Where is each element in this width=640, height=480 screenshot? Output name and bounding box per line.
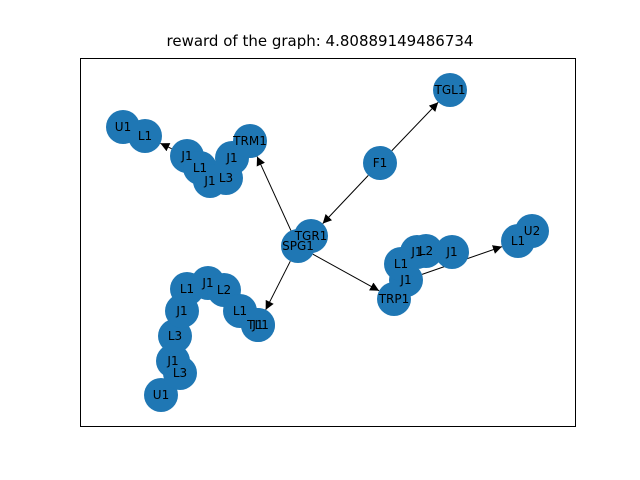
plot-frame: [80, 58, 576, 427]
node-f1: [363, 146, 397, 180]
node-l1a: [128, 119, 162, 153]
node-label-trp1: TRP1: [378, 292, 410, 306]
node-label-l2b: L2: [217, 283, 231, 297]
edge-spg1-to-trp1: [312, 253, 380, 292]
node-tgl1: [433, 73, 467, 107]
node-label-l3c: L3: [173, 366, 187, 380]
node-j1j: [156, 344, 190, 378]
node-label-tgl1: TGL1: [434, 83, 466, 97]
edge-j1a-to-l1a: [160, 142, 172, 152]
node-label-j1c: J1: [203, 174, 215, 188]
node-trm1: [233, 124, 267, 158]
node-tgr1: [294, 219, 328, 253]
node-label-j1b: J1: [225, 151, 237, 165]
node-label-j1j: J1: [166, 354, 178, 368]
node-label-l1f: L1: [233, 304, 247, 318]
node-label-l3b: L3: [168, 329, 182, 343]
node-label-j1g: J1: [201, 276, 213, 290]
node-label-j1f: J1: [399, 273, 411, 287]
edge-spg1-to-trm1: [256, 156, 292, 231]
node-u1b: [144, 378, 178, 412]
edge-spg1-to-tl1: [265, 260, 291, 311]
node-label-l1c: L1: [394, 257, 408, 271]
node-label-l1e: L1: [180, 282, 194, 296]
node-label-tl1: TL1: [246, 318, 269, 332]
node-label-l2a: L2: [419, 244, 433, 258]
node-l2a: [409, 234, 443, 268]
node-label-j1e: J1: [445, 245, 457, 259]
node-label-u2: U2: [524, 224, 540, 238]
graph-title: reward of the graph: 4.80889149486734: [166, 32, 474, 50]
node-label-tgr1: TGR1: [294, 229, 328, 243]
node-label-j1h: J1: [175, 304, 187, 318]
node-label-j1a: J1: [180, 149, 192, 163]
node-label-f1: F1: [373, 156, 388, 170]
node-label-u1b: U1: [153, 388, 169, 402]
node-u2: [515, 214, 549, 248]
node-label-l1a: L1: [138, 129, 152, 143]
node-label-l3a: L3: [219, 171, 233, 185]
node-label-j1d: J1: [410, 245, 422, 259]
node-label-u1a: U1: [115, 120, 131, 134]
edge-f1-to-tgr1: [322, 175, 369, 224]
node-label-l1b: L1: [193, 161, 207, 175]
node-label-spg1: SPG1: [282, 239, 314, 253]
node-j1i: [241, 308, 275, 342]
node-label-j1i: J1: [251, 318, 263, 332]
edge-f1-to-tgl1: [391, 101, 439, 152]
edges-layer: [160, 101, 503, 311]
node-label-l1d: L1: [511, 234, 525, 248]
node-j1e: [435, 235, 469, 269]
node-label-trm1: TRM1: [232, 134, 267, 148]
